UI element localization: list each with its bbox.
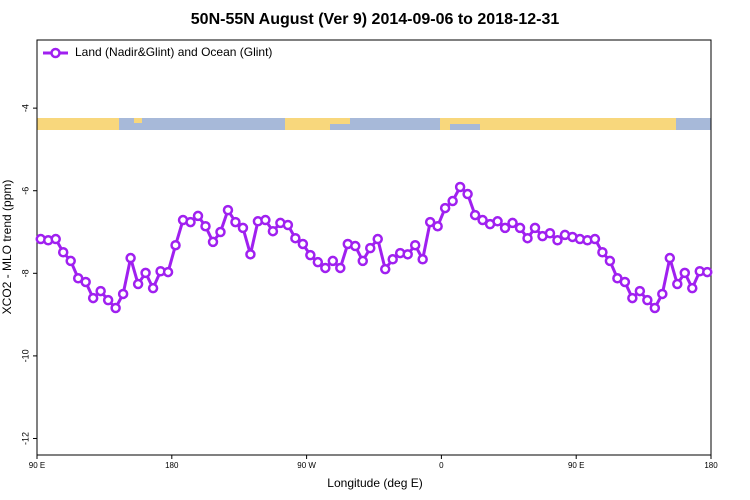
data-point bbox=[634, 285, 646, 297]
data-point bbox=[162, 266, 174, 278]
data-point bbox=[147, 282, 159, 294]
data-point bbox=[357, 255, 369, 267]
y-tick-label: -10 bbox=[20, 349, 30, 362]
data-point bbox=[305, 249, 316, 261]
data-point bbox=[260, 214, 271, 226]
data-point bbox=[424, 216, 436, 228]
data-point bbox=[125, 252, 136, 264]
data-point bbox=[454, 181, 466, 193]
data-point bbox=[702, 266, 713, 278]
data-point bbox=[687, 282, 698, 294]
x-axis-label: Longitude (deg E) bbox=[327, 476, 422, 490]
data-point bbox=[297, 238, 309, 250]
data-point bbox=[222, 204, 234, 216]
data-point bbox=[87, 292, 99, 304]
data-point bbox=[417, 254, 428, 265]
data-point bbox=[402, 249, 413, 260]
data-point bbox=[215, 226, 226, 238]
chart-title: 50N-55N August (Ver 9) 2014-09-06 to 201… bbox=[191, 11, 560, 28]
data-point bbox=[469, 209, 481, 221]
data-point bbox=[649, 302, 661, 314]
plot-frame bbox=[36, 39, 712, 456]
data-point bbox=[185, 216, 196, 228]
data-point bbox=[544, 228, 556, 239]
data-point bbox=[604, 255, 616, 267]
data-point bbox=[657, 288, 668, 300]
data-point bbox=[110, 302, 121, 314]
data-point bbox=[432, 220, 443, 232]
x-tick-label: 0 bbox=[439, 461, 444, 470]
map-strip bbox=[37, 118, 711, 130]
data-point bbox=[50, 233, 61, 245]
data-point bbox=[117, 288, 129, 300]
y-tick-label: -4 bbox=[20, 104, 30, 112]
data-point bbox=[95, 285, 106, 297]
data-point bbox=[192, 210, 204, 222]
data-point bbox=[365, 242, 376, 254]
data-point bbox=[327, 255, 339, 267]
data-point bbox=[132, 278, 144, 290]
x-tick-label: 90 E bbox=[568, 461, 584, 470]
data-point bbox=[170, 239, 181, 251]
data-point bbox=[492, 216, 503, 227]
data-point bbox=[102, 294, 114, 306]
data-point bbox=[80, 276, 91, 288]
data-point bbox=[312, 256, 324, 268]
data-point bbox=[589, 233, 601, 245]
data-point bbox=[439, 202, 451, 214]
legend: Land (Nadir&Glint) and Ocean (Glint) bbox=[43, 45, 272, 59]
data-point bbox=[57, 246, 69, 258]
data-point bbox=[409, 239, 421, 251]
y-tick-label: -6 bbox=[20, 187, 30, 195]
data-point bbox=[379, 263, 391, 275]
data-point bbox=[207, 236, 219, 248]
y-axis-label: XCO2 - MLO trend (ppm) bbox=[0, 180, 14, 315]
data-point bbox=[552, 235, 563, 246]
data-point bbox=[267, 225, 279, 237]
data-point bbox=[477, 214, 488, 226]
x-tick-label: 90 E bbox=[29, 461, 45, 470]
y-tick-label: -12 bbox=[20, 432, 30, 445]
data-point bbox=[642, 294, 653, 306]
data-point bbox=[335, 262, 346, 274]
data-point bbox=[619, 276, 631, 288]
data-point bbox=[372, 233, 383, 245]
data-point bbox=[290, 232, 301, 244]
x-tick-label: 90 W bbox=[297, 461, 316, 470]
x-tick-label: 180 bbox=[165, 461, 179, 470]
data-point bbox=[522, 232, 533, 244]
data-point bbox=[447, 195, 458, 207]
data-point bbox=[65, 255, 76, 267]
data-point bbox=[200, 220, 211, 232]
data-point bbox=[350, 240, 361, 252]
y-tick-label: -8 bbox=[20, 269, 30, 277]
legend-label: Land (Nadir&Glint) and Ocean (Glint) bbox=[75, 45, 272, 59]
data-point bbox=[462, 188, 473, 200]
data-point bbox=[230, 216, 241, 228]
data-point bbox=[507, 217, 518, 229]
data-point bbox=[627, 292, 638, 304]
legend-marker bbox=[50, 47, 61, 59]
data-point bbox=[320, 262, 331, 274]
data-point bbox=[529, 222, 541, 234]
data-point bbox=[664, 252, 676, 264]
data-point bbox=[499, 222, 511, 234]
data-point bbox=[245, 249, 256, 260]
data-point bbox=[679, 267, 691, 279]
data-point bbox=[387, 254, 398, 265]
data-point bbox=[514, 222, 526, 234]
x-tick-label: 180 bbox=[704, 461, 718, 470]
data-point bbox=[237, 222, 249, 234]
data-point bbox=[140, 267, 151, 279]
data-point bbox=[282, 219, 294, 231]
data-point bbox=[672, 278, 683, 290]
data-point bbox=[597, 246, 608, 258]
